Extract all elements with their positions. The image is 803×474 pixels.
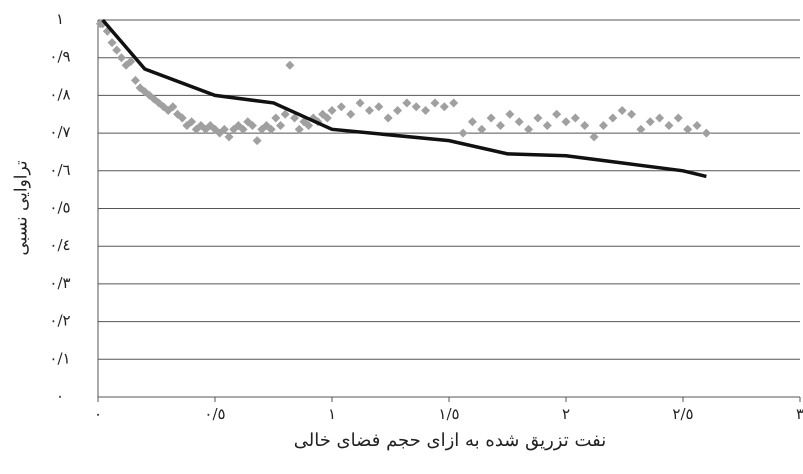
scatter-point: [514, 117, 524, 127]
scatter-point: [458, 128, 468, 138]
scatter-point: [645, 117, 655, 127]
y-axis-title: تراوایی نسبی: [12, 160, 32, 256]
scatter-point: [636, 124, 646, 134]
y-tick-label: ۰/٦: [49, 161, 70, 179]
scatter-point: [421, 105, 431, 115]
scatter-point: [683, 124, 693, 134]
scatter-point: [477, 124, 487, 134]
scatter-point: [238, 124, 248, 134]
scatter-point: [505, 109, 515, 119]
scatter-point: [276, 121, 286, 131]
scatter-point: [533, 113, 543, 123]
scatter-point: [589, 132, 599, 142]
scatter-point: [304, 121, 314, 131]
scatter-point: [224, 132, 234, 142]
y-tick-label: ۰/۳: [49, 274, 70, 292]
scatter-point: [322, 113, 332, 123]
scatter-point: [327, 105, 337, 115]
x-tick-label: ۰/٥: [204, 405, 225, 423]
y-tick-label: ۰/٤: [49, 236, 70, 254]
scatter-point: [383, 113, 393, 123]
x-tick-label: ۲/٥: [672, 405, 693, 423]
scatter-point: [495, 121, 505, 131]
y-tick-label: ۰/۷: [49, 123, 70, 141]
x-tick-label: ۱/٥: [438, 405, 459, 423]
scatter-point: [467, 117, 477, 127]
scatter-point: [580, 121, 590, 131]
x-tick-label: ۳: [796, 405, 803, 423]
scatter-point: [187, 117, 197, 127]
scatter-point: [430, 98, 440, 108]
scatter-point: [486, 113, 496, 123]
y-tick-label: ۰: [56, 387, 64, 405]
scatter-point: [252, 136, 262, 146]
scatter-point: [627, 109, 637, 119]
scatter-point: [294, 124, 304, 134]
y-tick-label: ۰/۱: [49, 349, 70, 367]
scatter-point: [664, 121, 674, 131]
scatter-point: [177, 113, 187, 123]
scatter-point: [570, 113, 580, 123]
x-tick-label: ۲: [562, 405, 570, 423]
y-tick-label: ۰/۹: [49, 48, 70, 66]
scatter-point: [112, 45, 122, 55]
scatter-point: [701, 128, 711, 138]
scatter-point: [364, 105, 374, 115]
scatter-point: [617, 105, 627, 115]
x-tick-label: ۰: [94, 405, 102, 423]
scatter-point: [285, 60, 295, 70]
scatter-point: [542, 121, 552, 131]
scatter-point: [439, 102, 449, 112]
scatter-point: [655, 113, 665, 123]
scatter-point: [449, 98, 459, 108]
scatter-point: [219, 124, 229, 134]
y-tick-label: ۰/۲: [49, 312, 70, 330]
x-tick-label: ۱: [328, 405, 336, 423]
scatter-point: [524, 124, 534, 134]
scatter-point: [561, 117, 571, 127]
y-tick-label: ۱: [56, 10, 64, 28]
scatter-point: [402, 98, 412, 108]
scatter-point: [280, 109, 290, 119]
scatter-point: [608, 113, 618, 123]
scatter-point: [290, 113, 300, 123]
scatter-point: [598, 121, 608, 131]
scatter-point: [130, 75, 140, 85]
scatter-point: [346, 109, 356, 119]
scatter-point: [116, 53, 126, 63]
scatter-point: [552, 109, 562, 119]
scatter-point: [107, 38, 117, 48]
x-axis-title: نفت تزریق شده به ازای حجم فضای خالی: [294, 430, 607, 451]
scatter-point: [126, 56, 136, 66]
scatter-point: [247, 121, 257, 131]
scatter-point: [393, 105, 403, 115]
scatter-point: [355, 98, 365, 108]
line: [101, 18, 707, 179]
scatter-point: [168, 102, 178, 112]
scatter-point: [336, 102, 346, 112]
scatter-point: [271, 113, 281, 123]
scatter-point: [374, 102, 384, 112]
scatter-point: [692, 121, 702, 131]
y-tick-label: ۰/٥: [49, 199, 70, 217]
scatter-point: [411, 102, 421, 112]
scatter-point: [673, 113, 683, 123]
scatter-point: [266, 124, 276, 134]
y-tick-label: ۰/۸: [49, 85, 70, 103]
